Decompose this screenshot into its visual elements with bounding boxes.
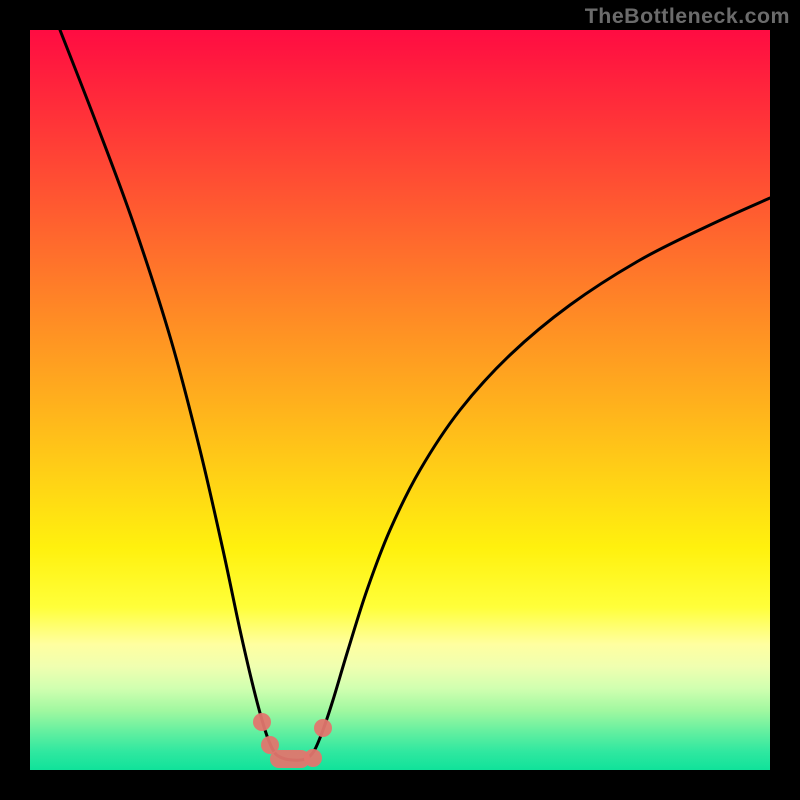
marker-node	[314, 719, 332, 737]
curve-layer	[30, 30, 770, 770]
marker-node	[304, 749, 322, 767]
bottleneck-curve	[60, 30, 770, 760]
attribution-text: TheBottleneck.com	[585, 4, 790, 29]
plot-area	[30, 30, 770, 770]
chart-canvas: TheBottleneck.com	[0, 0, 800, 800]
marker-node	[270, 750, 310, 768]
marker-node	[253, 713, 271, 731]
